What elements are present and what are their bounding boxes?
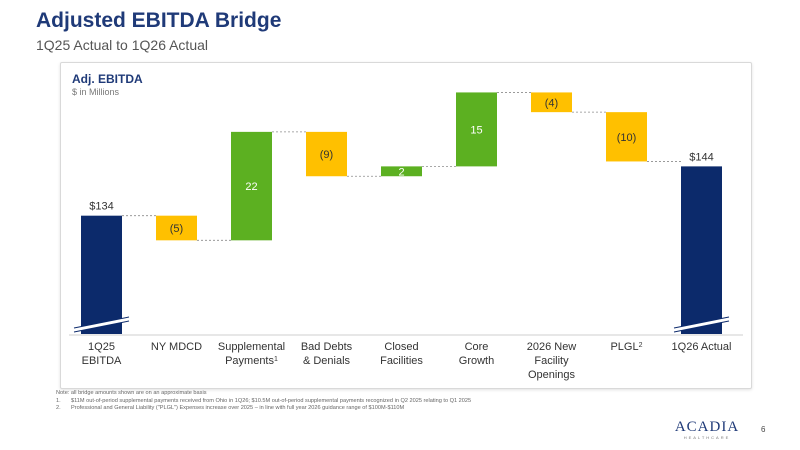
chart-card: $134 (5) 22 (9) 2 15 (4) (10) $144 1Q25 EBITDA NY M… (60, 62, 752, 389)
page-title: Adjusted EBITDA Bridge (36, 9, 282, 32)
x-tick-label: Growth (459, 355, 494, 367)
chart-title: Adj. EBITDA (72, 72, 143, 86)
data-label: 22 (245, 181, 257, 193)
company-logo: ACADIA HEALTHCARE (668, 419, 746, 441)
axis-break-mark (673, 316, 730, 329)
x-tick-label: 2026 New (527, 341, 577, 353)
bar-increase (381, 166, 422, 177)
x-tick-label: Facilities (380, 355, 423, 367)
footnote-text: Professional and General Liability ("PLG… (71, 405, 405, 412)
bar-decrease (531, 92, 572, 113)
page-number: 6 (761, 425, 766, 434)
logo-tagline: HEALTHCARE (683, 435, 731, 440)
x-tick-label: 1Q25 (88, 341, 115, 353)
axis-break-gap (673, 317, 730, 332)
x-tick-label: & Denials (303, 355, 351, 367)
x-tick-label: Facility (534, 355, 569, 367)
data-label: (10) (617, 132, 637, 144)
data-label: (5) (170, 223, 183, 235)
bar-total (681, 166, 722, 334)
x-tick-label: Payments1 (225, 355, 278, 367)
x-tick-label: EBITDA (82, 355, 122, 367)
footnote-number: 2. (56, 405, 61, 412)
x-tick-label: 1Q26 Actual (672, 341, 732, 353)
bar-increase (456, 92, 497, 167)
page-subtitle: 1Q25 Actual to 1Q26 Actual (36, 37, 209, 53)
axis-break-gap (73, 317, 130, 332)
x-tick-label: NY MDCD (151, 341, 202, 353)
footnote-number: 1. (56, 397, 61, 404)
footnote-1: 1. $11M out-of-period supplemental payme… (56, 398, 656, 406)
x-tick-label: PLGL2 (610, 341, 642, 353)
x-tick-label: Bad Debts (301, 341, 353, 353)
bar-decrease (156, 215, 197, 241)
data-label: $134 (89, 201, 113, 213)
data-label: $144 (689, 151, 713, 163)
data-label: (4) (545, 97, 558, 109)
footnote-intro: Note: all bridge amounts shown are on an… (56, 390, 207, 396)
chart-header: Adj. EBITDA $ in Millions (72, 72, 143, 97)
data-label: (9) (320, 149, 333, 161)
bar-increase (231, 131, 272, 241)
chart-units: $ in Millions (72, 87, 120, 97)
bar-decrease (306, 131, 347, 177)
waterfall-chart: $134 (5) 22 (9) 2 15 (4) (10) $144 1Q25 EBITDA NY M… (69, 92, 743, 381)
logo-wordmark: ACADIA (674, 419, 740, 435)
axis-break-mark (73, 320, 130, 333)
footnotes: Note: all bridge amounts shown are on an… (56, 390, 656, 413)
bar-decrease (606, 112, 647, 162)
x-tick-label: Core (465, 341, 489, 353)
footnote-2: 2. Professional and General Liability ("… (56, 405, 656, 413)
data-label: 15 (470, 124, 482, 136)
axis-break-mark (73, 316, 130, 329)
x-tick-label: Supplemental (218, 341, 285, 353)
data-label: 2 (398, 166, 404, 178)
x-tick-label: Openings (528, 369, 576, 381)
footnote-text: $11M out-of-period supplemental payments… (71, 397, 472, 404)
x-tick-label: Closed (384, 341, 418, 353)
bar-total (81, 215, 122, 334)
axis-break-mark (673, 320, 730, 333)
